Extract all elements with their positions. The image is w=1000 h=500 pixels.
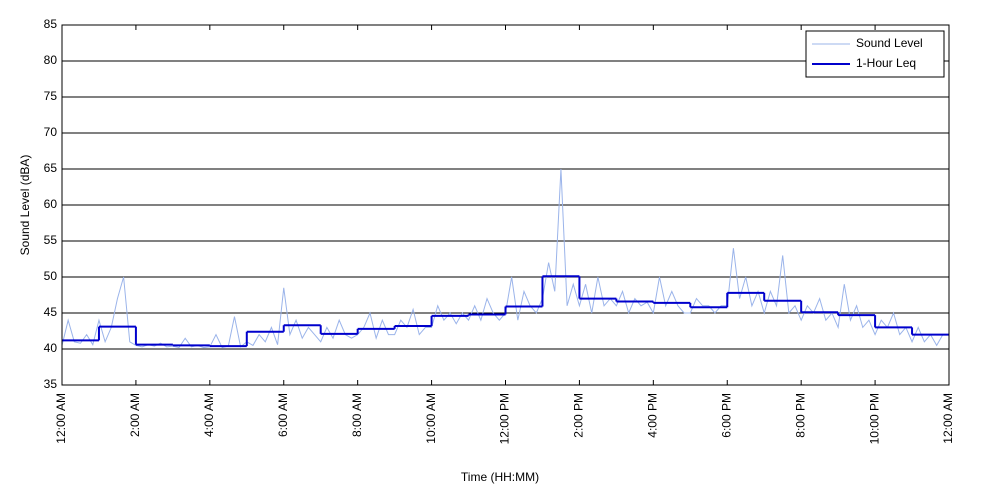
- legend-label: 1-Hour Leq: [856, 56, 916, 70]
- y-tick-label: 70: [44, 125, 58, 139]
- y-tick-label: 55: [44, 233, 58, 247]
- y-tick-label: 75: [44, 89, 58, 103]
- y-tick-label: 60: [44, 197, 58, 211]
- y-tick-label: 80: [44, 53, 58, 67]
- x-tick-label: 12:00 AM: [54, 393, 68, 444]
- x-tick-label: 6:00 PM: [719, 393, 733, 438]
- y-tick-label: 50: [44, 269, 58, 283]
- x-tick-label: 12:00 AM: [941, 393, 955, 444]
- x-tick-label: 8:00 AM: [350, 393, 364, 437]
- x-tick-label: 10:00 PM: [867, 393, 881, 444]
- y-tick-label: 45: [44, 305, 58, 319]
- x-tick-label: 2:00 AM: [128, 393, 142, 437]
- x-tick-label: 6:00 AM: [276, 393, 290, 437]
- legend-box: [805, 30, 945, 78]
- y-tick-label: 85: [44, 17, 58, 31]
- x-axis-label: Time (HH:MM): [461, 470, 539, 484]
- x-tick-label: 8:00 PM: [793, 393, 807, 438]
- y-tick-label: 35: [44, 377, 58, 391]
- x-tick-label: 2:00 PM: [572, 393, 586, 438]
- y-axis-label: Sound Level (dBA): [18, 155, 32, 256]
- x-tick-label: 4:00 PM: [646, 393, 660, 438]
- plot-frame: [61, 24, 950, 386]
- x-tick-label: 10:00 AM: [424, 393, 438, 444]
- x-tick-label: 4:00 AM: [202, 393, 216, 437]
- legend-label: Sound Level: [856, 36, 923, 50]
- leq-step: [62, 275, 949, 348]
- x-tick-label: 12:00 PM: [498, 393, 512, 444]
- y-tick-label: 40: [44, 341, 58, 355]
- y-tick-label: 65: [44, 161, 58, 175]
